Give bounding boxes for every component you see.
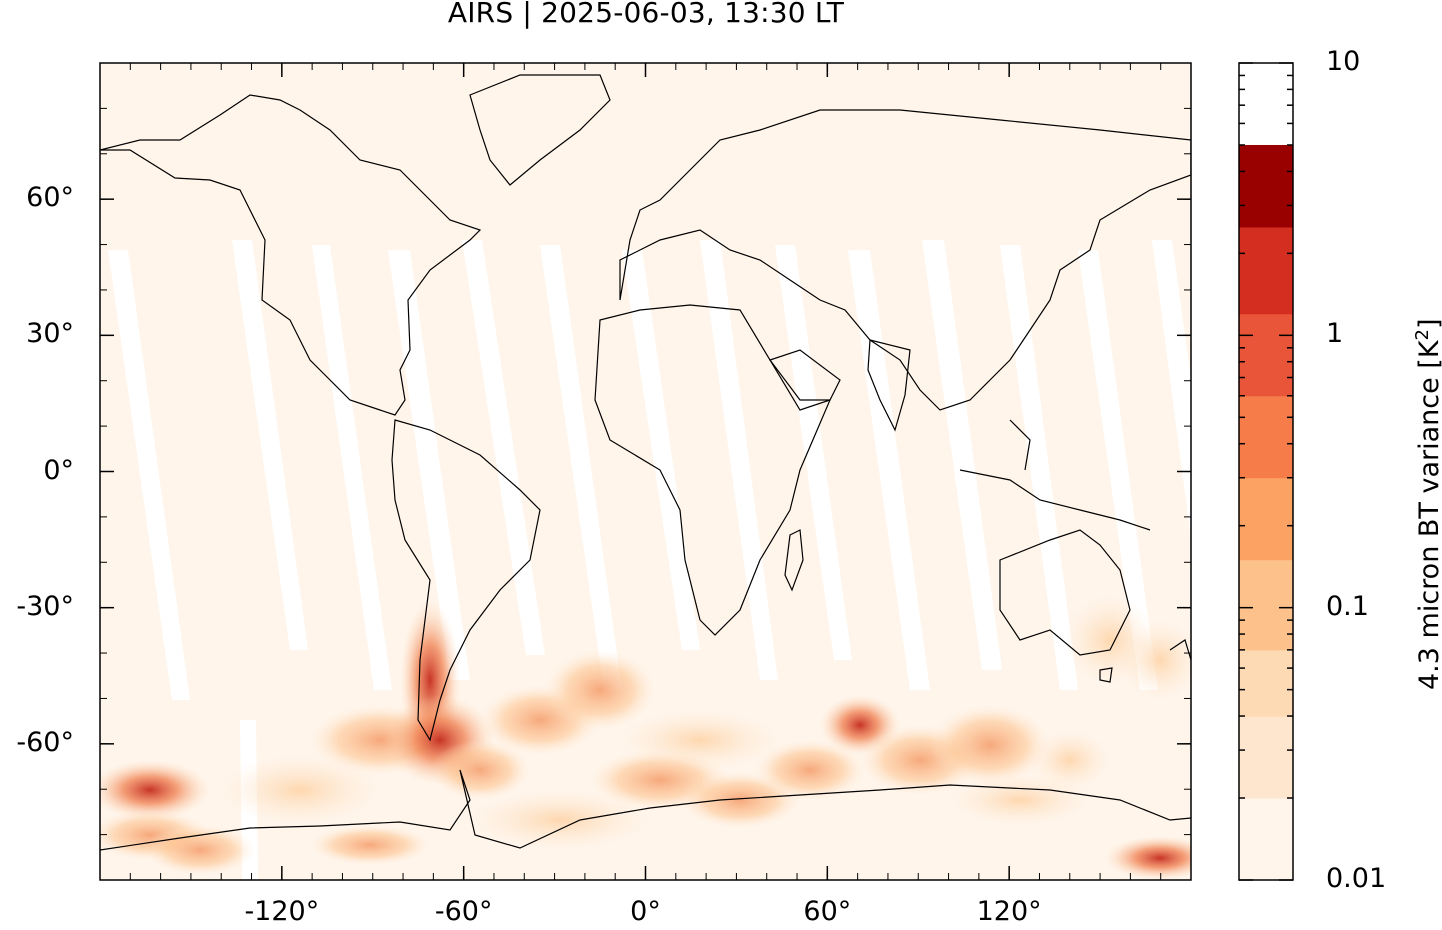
colorbar-segment: [1239, 226, 1293, 315]
colorbar-title-end: ]: [1414, 318, 1442, 329]
latitude-tick-label: 30°: [26, 318, 74, 350]
colorbar-tick-label: 10: [1326, 46, 1361, 77]
colorbar-segment: [1239, 313, 1293, 397]
colorbar-segment: [1239, 649, 1293, 717]
longitude-tick-label: -60°: [434, 896, 493, 927]
longitude-tick-label: 120°: [976, 896, 1042, 927]
plot-title: AIRS | 2025-06-03, 13:30 LT: [447, 0, 845, 29]
longitude-tick-label: 0°: [630, 896, 661, 927]
longitude-tick-label: -120°: [244, 896, 320, 927]
coastlines: [100, 74, 1191, 851]
colorbar-segment: [1239, 395, 1293, 479]
longitude-tick-label: 60°: [803, 896, 852, 927]
latitude-tick-label: -30°: [16, 590, 74, 622]
colorbar-tick-label: 0.01: [1326, 863, 1387, 894]
wave-activity: [100, 595, 1191, 880]
colorbar-title: 4.3 micron BT variance [K2]: [1412, 318, 1442, 690]
colorbar-ticks: [1239, 62, 1293, 881]
colorbar-frame: [1238, 62, 1294, 881]
colorbar-segment: [1239, 559, 1293, 651]
colorbar-title-sup: 2: [1412, 328, 1433, 341]
map-minor-ticks: [100, 63, 1191, 880]
latitude-tick-label: -60°: [16, 726, 74, 758]
colorbar-segment: [1239, 477, 1293, 561]
colorbar-segment: [1239, 798, 1293, 881]
colorbar-tick-label: 0.1: [1326, 590, 1369, 622]
map-field: [100, 74, 1191, 880]
colorbar-tick-label: 1: [1326, 318, 1344, 350]
swath-gaps: [108, 240, 1191, 880]
colorbar-segment: [1239, 716, 1293, 799]
latitude-tick-label: 0°: [43, 454, 74, 486]
colorbar: [1238, 62, 1294, 881]
colorbar-segment: [1239, 144, 1293, 228]
colorbar-title-text: 4.3 micron BT variance [K: [1414, 340, 1442, 690]
latitude-tick-label: 60°: [26, 182, 74, 214]
map-major-ticks: [100, 63, 1191, 880]
